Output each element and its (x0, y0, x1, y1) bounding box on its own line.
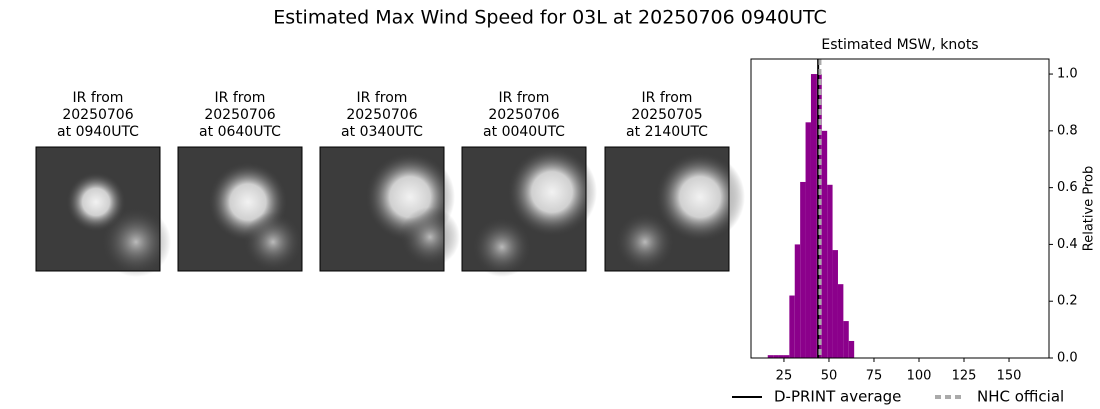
cloud (243, 212, 303, 272)
bar (827, 184, 833, 358)
bar (800, 181, 806, 358)
panel-label: at 2140UTC (626, 124, 708, 140)
panel-label: at 0040UTC (483, 124, 565, 140)
legend-label: D-PRINT average (774, 388, 901, 406)
panel-label: IR from (499, 90, 550, 106)
histogram: Estimated MSW, knots 25 50 75 100 125 150 0.0 0.… (732, 37, 1097, 406)
bar (832, 250, 838, 358)
chart-title: Estimated MSW, knots (821, 37, 978, 53)
panel-label: at 0940UTC (57, 124, 139, 140)
x-tick-label: 125 (952, 369, 977, 384)
legend-label: NHC official (977, 388, 1064, 406)
cloud (507, 147, 597, 237)
bar (789, 295, 795, 358)
bar (773, 355, 779, 358)
y-tick-label: 0.8 (1057, 123, 1078, 138)
image-frame (319, 146, 445, 272)
panel-label: 20250706 (346, 107, 417, 123)
panel-label: 20250706 (488, 107, 559, 123)
y-tick-label: 1.0 (1057, 67, 1078, 82)
bar (810, 74, 817, 359)
panel-label: at 0640UTC (199, 124, 281, 140)
y-tick-label: 0.6 (1057, 180, 1078, 195)
panel-label: IR from (215, 90, 266, 106)
cloud (66, 172, 126, 232)
bar (783, 355, 790, 358)
cloud (655, 152, 745, 242)
bar (837, 284, 844, 358)
y-tick-label: 0.4 (1057, 237, 1078, 252)
cloud (472, 217, 532, 277)
x-tick-label: 50 (821, 369, 838, 384)
bar (848, 340, 855, 358)
panel-label: at 0340UTC (341, 124, 423, 140)
bar (794, 244, 801, 358)
image-frame (461, 146, 587, 272)
bar (767, 355, 774, 358)
cloud (400, 207, 460, 267)
x-tick-label: 25 (776, 369, 793, 384)
panel-label: 20250705 (631, 107, 702, 123)
x-tick-label: 75 (866, 369, 883, 384)
panel-label: 20250706 (204, 107, 275, 123)
plot-frame (750, 58, 1050, 359)
bar (821, 130, 828, 358)
panel-label: 20250706 (62, 107, 133, 123)
image-frame (35, 146, 161, 272)
y-axis-label: Relative Prob (1082, 166, 1097, 251)
bar (778, 355, 784, 358)
bar (843, 321, 849, 358)
image-frame (604, 146, 730, 272)
cloud (101, 207, 171, 277)
image-frame (177, 146, 303, 272)
cloud (615, 212, 675, 272)
bar (805, 122, 811, 358)
panel-label: IR from (73, 90, 124, 106)
y-tick-label: 0.0 (1057, 351, 1078, 366)
x-tick-label: 150 (997, 369, 1022, 384)
figure-title: Estimated Max Wind Speed for 03L at 2025… (273, 7, 827, 29)
y-tick-label: 0.2 (1057, 294, 1078, 309)
x-tick-label: 100 (907, 369, 932, 384)
panel-label: IR from (357, 90, 408, 106)
panel-label: IR from (642, 90, 693, 106)
